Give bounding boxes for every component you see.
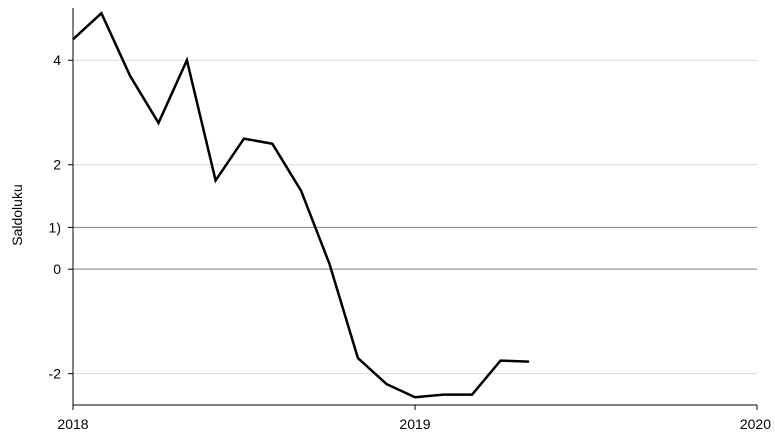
data-point	[500, 360, 501, 362]
data-point	[158, 122, 159, 124]
reference-lines	[73, 226, 757, 270]
data-point	[386, 383, 388, 385]
data-point	[72, 38, 74, 40]
data-point	[329, 263, 330, 265]
data-point	[129, 75, 131, 77]
data-point	[442, 394, 444, 396]
grid-lines	[73, 59, 757, 375]
x-tick-label: 2018	[57, 416, 88, 432]
data-point	[271, 143, 273, 145]
data-point	[528, 361, 530, 363]
series-line	[72, 11, 529, 399]
data-point	[100, 12, 102, 14]
x-tick-label: 2020	[740, 416, 771, 432]
x-ticks: 2018 2019 2020	[57, 405, 771, 432]
y-tick-label: 2	[53, 157, 61, 173]
data-point	[186, 59, 188, 61]
y-tick-label: 4	[53, 52, 61, 68]
series-layer	[72, 11, 530, 399]
y-ticks: 4 2 1) 0 -2	[49, 52, 73, 382]
data-point	[215, 179, 217, 181]
y-tick-label: 0	[53, 261, 61, 277]
data-point	[300, 190, 302, 192]
data-point	[471, 394, 473, 396]
data-point	[357, 357, 359, 359]
y-axis-label: Saldoluku	[9, 184, 25, 246]
y-tick-label: -2	[49, 366, 62, 382]
x-tick-label: 2019	[399, 416, 430, 432]
y-tick-label: 1)	[49, 219, 61, 235]
data-point	[243, 138, 245, 140]
data-point	[414, 396, 416, 398]
